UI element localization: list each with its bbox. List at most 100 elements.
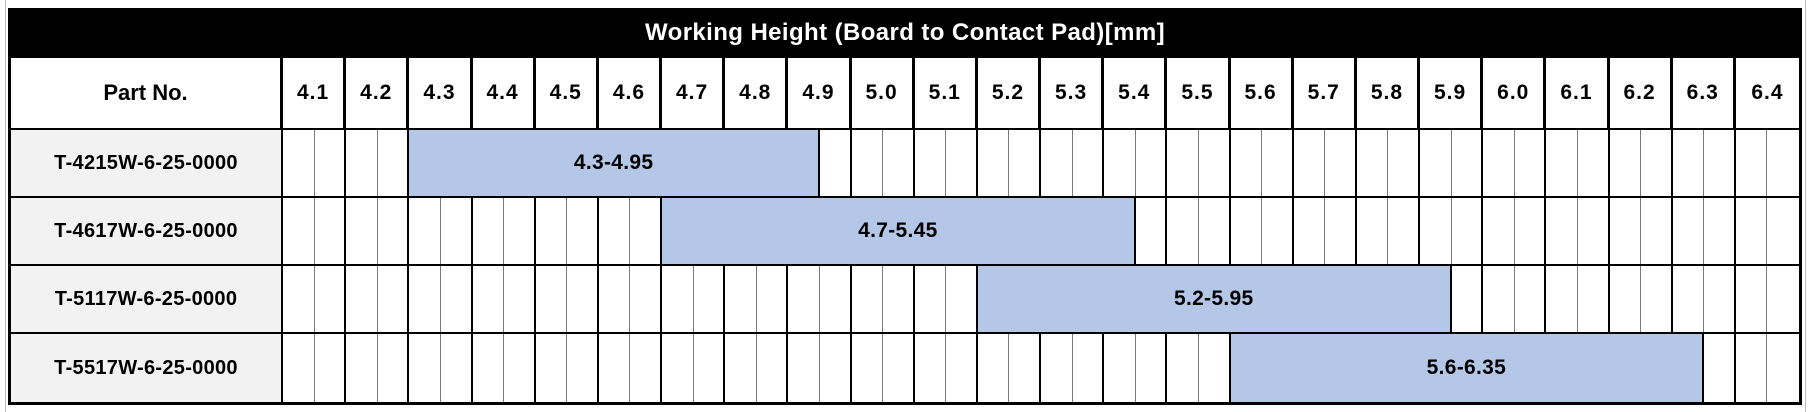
grid-cell	[694, 266, 726, 332]
table-title: Working Height (Board to Contact Pad)[mm…	[11, 8, 1799, 58]
part-number-cell: T-5117W-6-25-0000	[11, 266, 283, 332]
grid-cell	[315, 198, 347, 264]
grid-cell	[883, 266, 915, 332]
grid-cell	[536, 266, 568, 332]
scale-tick: 4.3	[409, 58, 473, 128]
grid-cell	[1736, 266, 1768, 332]
grid-cell	[1673, 198, 1705, 264]
grid-cell	[1167, 334, 1199, 402]
grid-cell	[283, 130, 315, 196]
grid-cell	[1388, 130, 1420, 196]
grid-cell	[1673, 130, 1705, 196]
grid-cell	[315, 334, 347, 402]
table-body: T-4215W-6-25-0000 4.3-4.95 T-4617W-6-25-00…	[11, 130, 1799, 402]
grid-cell	[599, 198, 631, 264]
grid-cell	[1736, 130, 1768, 196]
page-frame-line-right	[1805, 0, 1806, 412]
grid-cell	[725, 334, 757, 402]
grid-cell	[1041, 334, 1073, 402]
grid-cell	[1199, 198, 1231, 264]
grid-cell	[441, 198, 473, 264]
grid-cell	[1420, 130, 1452, 196]
grid-cell	[1104, 130, 1136, 196]
grid-cell	[1136, 130, 1168, 196]
grid-cell	[757, 334, 789, 402]
grid-cell	[915, 266, 947, 332]
grid-cell	[1736, 334, 1768, 402]
scale-tick: 4.6	[599, 58, 662, 128]
grid-cell	[788, 334, 820, 402]
page-frame-line-left	[5, 0, 6, 412]
grid-cell	[1767, 198, 1799, 264]
range-bar: 5.6-6.35	[1230, 334, 1705, 402]
grid-cell	[315, 130, 347, 196]
grid-cell	[1515, 198, 1547, 264]
scale-tick: 5.0	[852, 58, 915, 128]
scale-tick: 5.4	[1104, 58, 1168, 128]
grid-cell	[1704, 198, 1736, 264]
part-number-cell: T-4215W-6-25-0000	[11, 130, 283, 196]
grid-cell	[1262, 198, 1294, 264]
header-row: Part No. 4.1 4.2 4.3 4.4 4.5 4.6 4.7 4.8 4.9 5.0 5…	[11, 58, 1799, 130]
grid-cell	[599, 266, 631, 332]
grid-cell	[1736, 198, 1768, 264]
grid-cell	[1641, 266, 1673, 332]
grid-cell	[1357, 198, 1389, 264]
grid-cell	[1357, 130, 1389, 196]
grid-cell	[473, 198, 505, 264]
grid-cell	[504, 198, 536, 264]
grid-cell	[1610, 266, 1642, 332]
grid-cell	[1388, 198, 1420, 264]
grid-cell	[1704, 130, 1736, 196]
grid-cell	[504, 334, 536, 402]
grid-cell	[1767, 266, 1799, 332]
grid-cell	[1515, 130, 1547, 196]
grid-cell	[725, 266, 757, 332]
grid-cell	[662, 266, 694, 332]
grid-cell	[378, 130, 410, 196]
grid-cell	[1325, 198, 1357, 264]
grid-cell	[1167, 130, 1199, 196]
grid-cell	[473, 266, 505, 332]
part-number-cell: T-5517W-6-25-0000	[11, 334, 283, 402]
grid-cell	[283, 266, 315, 332]
grid-cell	[788, 266, 820, 332]
grid-cell	[883, 334, 915, 402]
grid-cell	[1294, 198, 1326, 264]
scale-tick: 6.0	[1483, 58, 1547, 128]
grid-cell	[1515, 266, 1547, 332]
range-bar: 4.7-5.45	[662, 198, 1136, 264]
grid-cell	[1325, 130, 1357, 196]
scale-tick: 5.9	[1420, 58, 1484, 128]
scale-tick: 6.2	[1610, 58, 1673, 128]
scale-tick: 4.4	[473, 58, 536, 128]
grid-cell	[1767, 130, 1799, 196]
scale-tick: 5.6	[1231, 58, 1294, 128]
grid-cell	[1641, 130, 1673, 196]
scale-tick: 5.3	[1041, 58, 1105, 128]
grid-cell	[946, 130, 978, 196]
grid-cell	[1546, 130, 1578, 196]
grid-cell	[852, 130, 884, 196]
range-bar: 5.2-5.95	[977, 266, 1452, 332]
scale-tick: 4.8	[725, 58, 789, 128]
grid-cell	[1546, 266, 1578, 332]
grid-cell	[441, 266, 473, 332]
grid-cell	[473, 334, 505, 402]
grid-cell	[1009, 334, 1041, 402]
grid-cell	[978, 130, 1010, 196]
grid-cell	[1136, 334, 1168, 402]
scale-tick: 4.5	[536, 58, 599, 128]
grid-cell	[1704, 334, 1736, 402]
grid-cell	[1009, 130, 1041, 196]
grid-cell	[504, 266, 536, 332]
grid-cell	[662, 334, 694, 402]
grid-cell	[283, 198, 315, 264]
range-bar: 4.3-4.95	[409, 130, 820, 196]
grid-cell	[409, 334, 441, 402]
scale-tick: 6.1	[1546, 58, 1610, 128]
grid-cell	[1231, 130, 1263, 196]
grid-cell	[1641, 198, 1673, 264]
grid-cell	[1483, 130, 1515, 196]
grid-cell	[1610, 198, 1642, 264]
